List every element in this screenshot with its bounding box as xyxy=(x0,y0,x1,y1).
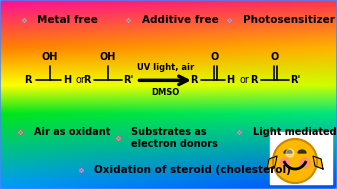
Text: Substrates as
electron donors: Substrates as electron donors xyxy=(131,127,218,149)
Text: Light mediated: Light mediated xyxy=(253,127,336,137)
Text: or: or xyxy=(75,75,85,85)
Text: R: R xyxy=(250,75,258,85)
Text: R: R xyxy=(190,75,198,85)
Text: Photosensitizer free: Photosensitizer free xyxy=(243,15,337,25)
Text: O: O xyxy=(211,52,219,62)
Text: O: O xyxy=(271,52,279,62)
Text: R: R xyxy=(84,75,91,85)
Text: DMSO: DMSO xyxy=(151,88,179,97)
Polygon shape xyxy=(284,150,292,153)
Text: R': R' xyxy=(290,75,300,85)
Circle shape xyxy=(300,158,310,168)
Text: OH: OH xyxy=(42,52,58,62)
FancyBboxPatch shape xyxy=(270,132,332,184)
Polygon shape xyxy=(313,156,323,169)
Polygon shape xyxy=(267,156,277,169)
Circle shape xyxy=(280,158,290,168)
Text: or: or xyxy=(239,75,249,85)
Text: H: H xyxy=(226,75,234,85)
Circle shape xyxy=(286,149,294,157)
Text: Additive free: Additive free xyxy=(142,15,218,25)
Polygon shape xyxy=(298,150,306,153)
Text: UV light, air: UV light, air xyxy=(136,63,194,72)
Text: Metal free: Metal free xyxy=(37,15,98,25)
Circle shape xyxy=(273,139,317,183)
Text: R: R xyxy=(25,75,32,85)
Text: OH: OH xyxy=(100,52,116,62)
Text: Oxidation of steroid (cholesterol): Oxidation of steroid (cholesterol) xyxy=(94,165,291,175)
Text: H: H xyxy=(63,75,71,85)
Text: R': R' xyxy=(123,75,133,85)
Text: Air as oxidant: Air as oxidant xyxy=(34,127,110,137)
